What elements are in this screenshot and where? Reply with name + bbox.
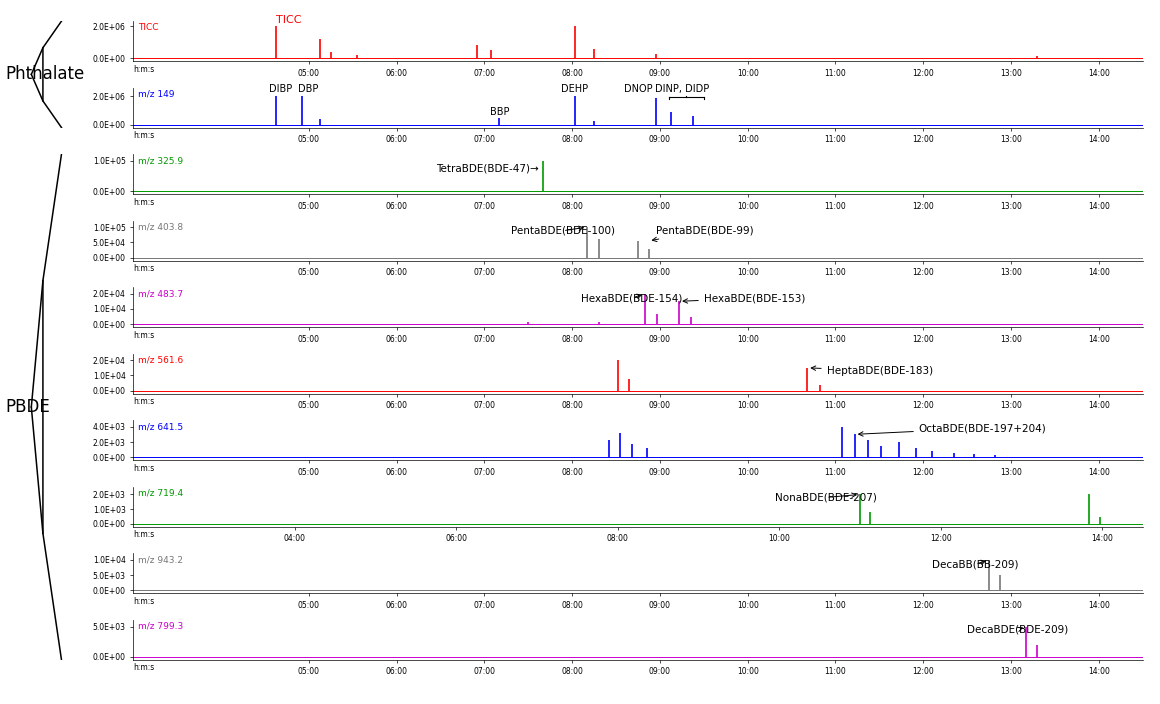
Text: NonaBDE(BDE-207): NonaBDE(BDE-207) <box>775 492 877 503</box>
Text: DecaBDE(BDE-209): DecaBDE(BDE-209) <box>967 624 1068 634</box>
Text: m/z 641.5: m/z 641.5 <box>138 422 183 432</box>
Text: DecaBB(BB-209): DecaBB(BB-209) <box>931 559 1018 570</box>
Text: TICC: TICC <box>138 23 159 32</box>
Text: m/z 799.3: m/z 799.3 <box>138 622 183 631</box>
Text: m/z 403.8: m/z 403.8 <box>138 222 183 232</box>
Text: BBP: BBP <box>490 107 509 117</box>
Text: PentaBDE(BDE-100): PentaBDE(BDE-100) <box>510 226 615 236</box>
Text: HeptaBDE(BDE-183): HeptaBDE(BDE-183) <box>811 366 933 376</box>
Text: m/z 943.2: m/z 943.2 <box>138 555 183 565</box>
Text: h:m:s: h:m:s <box>133 530 154 539</box>
Text: m/z 561.6: m/z 561.6 <box>138 356 183 365</box>
Text: PentaBDE(BDE-99): PentaBDE(BDE-99) <box>652 226 753 241</box>
Text: DINP, DIDP: DINP, DIDP <box>654 84 709 94</box>
Text: h:m:s: h:m:s <box>133 464 154 473</box>
Text: h:m:s: h:m:s <box>133 131 154 140</box>
Text: m/z 325.9: m/z 325.9 <box>138 156 183 165</box>
Text: h:m:s: h:m:s <box>133 331 154 340</box>
Text: h:m:s: h:m:s <box>133 65 154 74</box>
Text: h:m:s: h:m:s <box>133 663 154 672</box>
Text: h:m:s: h:m:s <box>133 397 154 406</box>
Text: m/z 483.7: m/z 483.7 <box>138 289 183 298</box>
Text: h:m:s: h:m:s <box>133 264 154 273</box>
Text: h:m:s: h:m:s <box>133 597 154 606</box>
Text: m/z 719.4: m/z 719.4 <box>138 489 183 498</box>
Text: DBP: DBP <box>298 84 319 94</box>
Text: HexaBDE(BDE-153): HexaBDE(BDE-153) <box>683 293 805 303</box>
Text: DIBP: DIBP <box>269 84 292 94</box>
Text: PBDE: PBDE <box>6 398 51 416</box>
Text: HexaBDE(BDE-154): HexaBDE(BDE-154) <box>581 293 682 303</box>
Text: DEHP: DEHP <box>561 84 588 94</box>
Text: TICC: TICC <box>276 15 302 25</box>
Text: m/z 149: m/z 149 <box>138 89 175 99</box>
Text: OctaBDE(BDE-197+204): OctaBDE(BDE-197+204) <box>858 423 1046 436</box>
Text: h:m:s: h:m:s <box>133 198 154 207</box>
Text: TetraBDE(BDE-47)→: TetraBDE(BDE-47)→ <box>436 163 539 173</box>
Text: DNOP: DNOP <box>624 84 653 94</box>
Text: Phthalate: Phthalate <box>6 65 85 83</box>
